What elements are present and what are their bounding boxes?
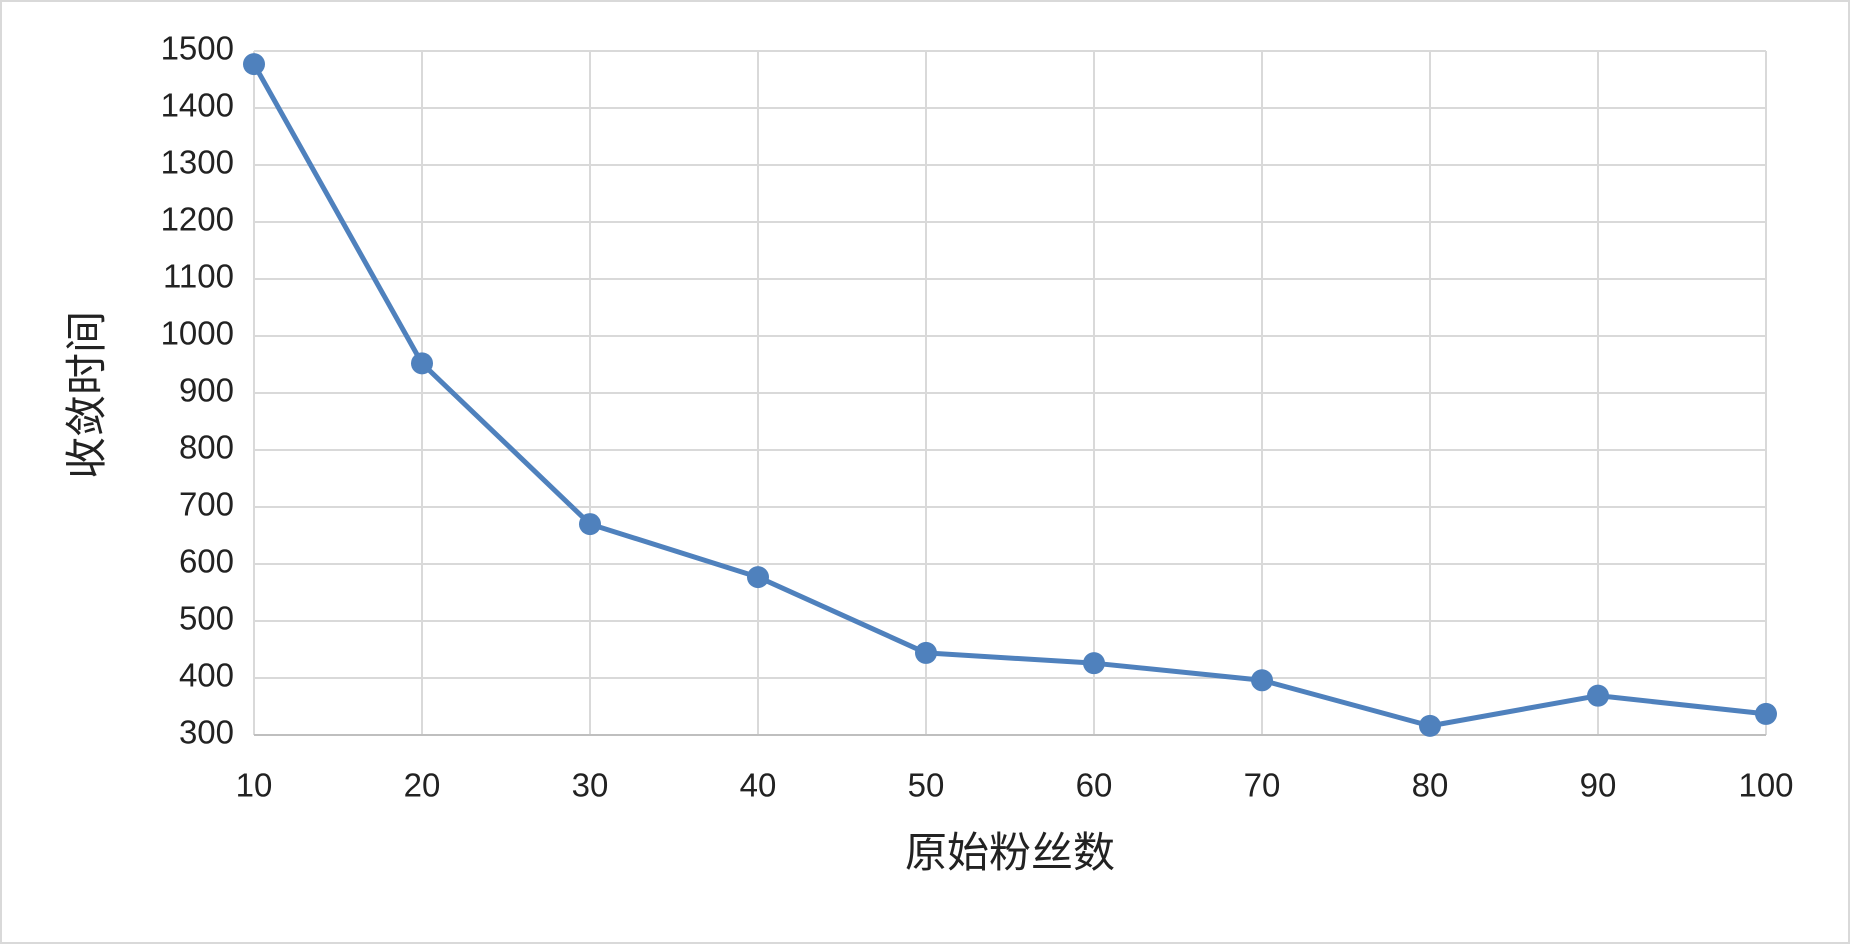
- x-tick-label: 70: [1244, 767, 1281, 804]
- y-tick-label: 500: [179, 600, 234, 637]
- marker: [1755, 702, 1777, 725]
- marker: [747, 566, 769, 589]
- y-tick-label: 400: [179, 657, 234, 694]
- y-tick-label: 1400: [161, 87, 234, 124]
- x-axis-title: 原始粉丝数: [905, 829, 1115, 876]
- marker: [579, 513, 601, 536]
- y-tick-label: 800: [179, 429, 234, 466]
- marker: [915, 641, 937, 664]
- x-tick-label: 60: [1076, 767, 1113, 804]
- y-tick-label: 700: [179, 486, 234, 523]
- line: [251, 62, 1767, 729]
- y-tick-label: 900: [179, 372, 234, 409]
- marker: [1587, 684, 1609, 707]
- marker: [1251, 669, 1273, 692]
- y-tick-label: 1100: [163, 258, 234, 295]
- x-tick-label: 80: [1412, 767, 1449, 804]
- marker: [1419, 714, 1441, 737]
- x-tick-label: 10: [236, 767, 273, 804]
- y-tick-label: 1300: [161, 144, 234, 181]
- marker: [411, 352, 433, 375]
- y-axis-title: 收敛时间: [63, 311, 110, 479]
- marker: [1083, 652, 1105, 675]
- x-tick-label: 100: [1738, 767, 1793, 804]
- x-tick-label: 40: [740, 767, 777, 804]
- x-tick-label: 50: [908, 767, 945, 804]
- x-tick-label: 90: [1580, 767, 1617, 804]
- y-tick-label: 1000: [161, 315, 234, 352]
- y-tick-label: 1500: [161, 30, 234, 67]
- x-tick-label: 30: [572, 767, 609, 804]
- y-tick-label: 600: [179, 543, 234, 580]
- marker: [243, 53, 265, 76]
- y-tick-label: 300: [179, 714, 234, 751]
- x-tick-label: 20: [404, 767, 441, 804]
- y-tick-label: 1200: [161, 201, 234, 238]
